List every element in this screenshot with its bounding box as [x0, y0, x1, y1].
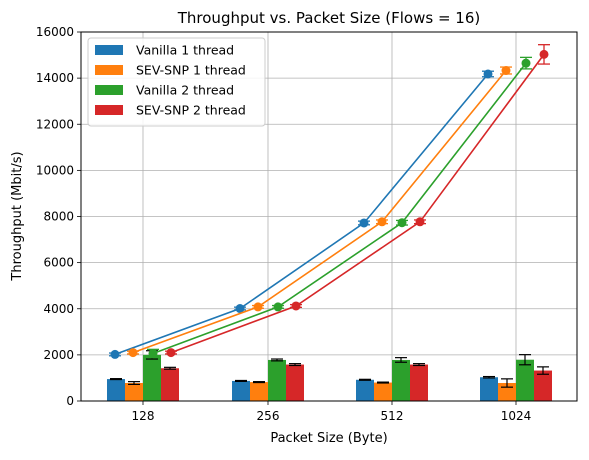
data-point — [483, 69, 493, 79]
y-tick-label: 10000 — [36, 163, 74, 177]
data-point — [235, 304, 245, 314]
y-tick-label: 8000 — [43, 210, 74, 224]
bars-layer — [107, 350, 552, 401]
bar — [534, 370, 552, 401]
legend-swatch — [95, 45, 123, 55]
bar — [480, 377, 498, 401]
bar — [356, 379, 374, 401]
x-tick-label: 512 — [381, 409, 404, 423]
y-tick-label: 12000 — [36, 117, 74, 131]
bar — [232, 380, 250, 401]
legend-label: SEV-SNP 2 thread — [136, 103, 246, 118]
data-point — [377, 217, 387, 227]
y-tick-label: 16000 — [36, 25, 74, 39]
data-point — [110, 349, 120, 359]
bar — [161, 368, 179, 401]
data-point — [291, 301, 301, 311]
data-point — [253, 302, 263, 312]
x-tick-label: 128 — [132, 409, 155, 423]
bar — [268, 359, 286, 401]
bar — [143, 354, 161, 401]
series-line — [132, 70, 507, 354]
legend-box — [87, 37, 266, 127]
data-point — [539, 49, 549, 59]
legend-swatch — [95, 65, 123, 75]
axes-layer: 0 2000 4000 6000 8000 10000 12000 14000 16000 128… — [36, 25, 531, 423]
bar — [250, 382, 268, 401]
data-point — [501, 66, 511, 76]
data-point — [273, 302, 283, 312]
y-tick-label: 0 — [66, 394, 74, 408]
y-axis-label: Throughput (Mbit/s) — [10, 151, 25, 281]
y-tick-label: 6000 — [43, 256, 74, 270]
bar — [374, 382, 392, 401]
bar — [286, 364, 304, 401]
bar — [125, 383, 143, 401]
y-tick-label: 14000 — [36, 71, 74, 85]
bar — [107, 379, 125, 401]
data-point — [148, 348, 158, 358]
bar — [410, 364, 428, 401]
series-line — [114, 73, 489, 356]
y-tick-label: 4000 — [43, 302, 74, 316]
x-tick-label: 1024 — [501, 409, 532, 423]
legend-swatch — [95, 105, 123, 115]
legend-label: Vanilla 1 thread — [136, 43, 234, 58]
series-line — [170, 53, 545, 354]
legend-label: Vanilla 2 thread — [136, 83, 234, 98]
x-tick-label: 256 — [257, 409, 280, 423]
bar — [516, 359, 534, 401]
bar — [392, 359, 410, 401]
data-point — [415, 217, 425, 227]
lines-layer — [109, 44, 550, 359]
data-point — [128, 348, 138, 358]
chart-title: Throughput vs. Packet Size (Flows = 16) — [177, 9, 480, 27]
legend: Vanilla 1 thread SEV-SNP 1 thread Vanilla … — [87, 37, 266, 127]
x-axis-label: Packet Size (Byte) — [270, 431, 387, 446]
data-point — [397, 218, 407, 228]
legend-label: SEV-SNP 1 thread — [136, 63, 246, 78]
data-point — [166, 348, 176, 358]
data-point — [359, 218, 369, 228]
y-tick-label: 2000 — [43, 348, 74, 362]
series-line — [152, 62, 527, 355]
data-point — [521, 58, 531, 68]
legend-swatch — [95, 85, 123, 95]
